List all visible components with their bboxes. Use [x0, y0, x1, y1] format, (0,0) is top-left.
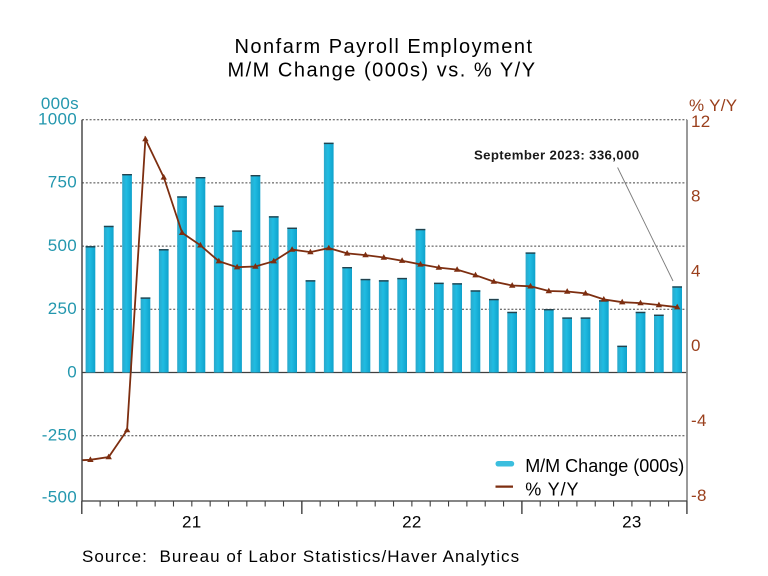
- svg-text:12: 12: [691, 112, 711, 131]
- svg-text:-250: -250: [42, 426, 77, 445]
- svg-text:23: 23: [622, 513, 642, 532]
- svg-text:750: 750: [48, 173, 77, 192]
- svg-text:000s: 000s: [41, 94, 79, 113]
- svg-text:22: 22: [402, 513, 422, 532]
- svg-text:500: 500: [48, 236, 77, 255]
- svg-text:-8: -8: [691, 486, 707, 505]
- svg-text:Nonfarm Payroll Employment: Nonfarm Payroll Employment: [234, 36, 533, 58]
- svg-text:4: 4: [691, 261, 701, 280]
- svg-text:250: 250: [48, 299, 77, 318]
- svg-text:% Y/Y: % Y/Y: [689, 96, 737, 115]
- svg-text:0: 0: [67, 362, 77, 381]
- svg-text:-4: -4: [691, 411, 707, 430]
- svg-text:1000: 1000: [38, 110, 77, 129]
- svg-text:Source: Bureau of Labor Stati: Source: Bureau of Labor Statistics/Haver…: [82, 547, 520, 566]
- svg-text:M/M Change (000s): M/M Change (000s): [525, 456, 684, 476]
- svg-text:8: 8: [691, 187, 701, 206]
- svg-text:-500: -500: [42, 488, 77, 507]
- svg-text:21: 21: [182, 513, 202, 532]
- svg-text:September 2023: 336,000: September 2023: 336,000: [474, 148, 639, 163]
- svg-text:% Y/Y: % Y/Y: [525, 479, 579, 499]
- svg-text:M/M Change (000s) vs. % Y/Y: M/M Change (000s) vs. % Y/Y: [227, 60, 536, 82]
- svg-text:0: 0: [691, 336, 701, 355]
